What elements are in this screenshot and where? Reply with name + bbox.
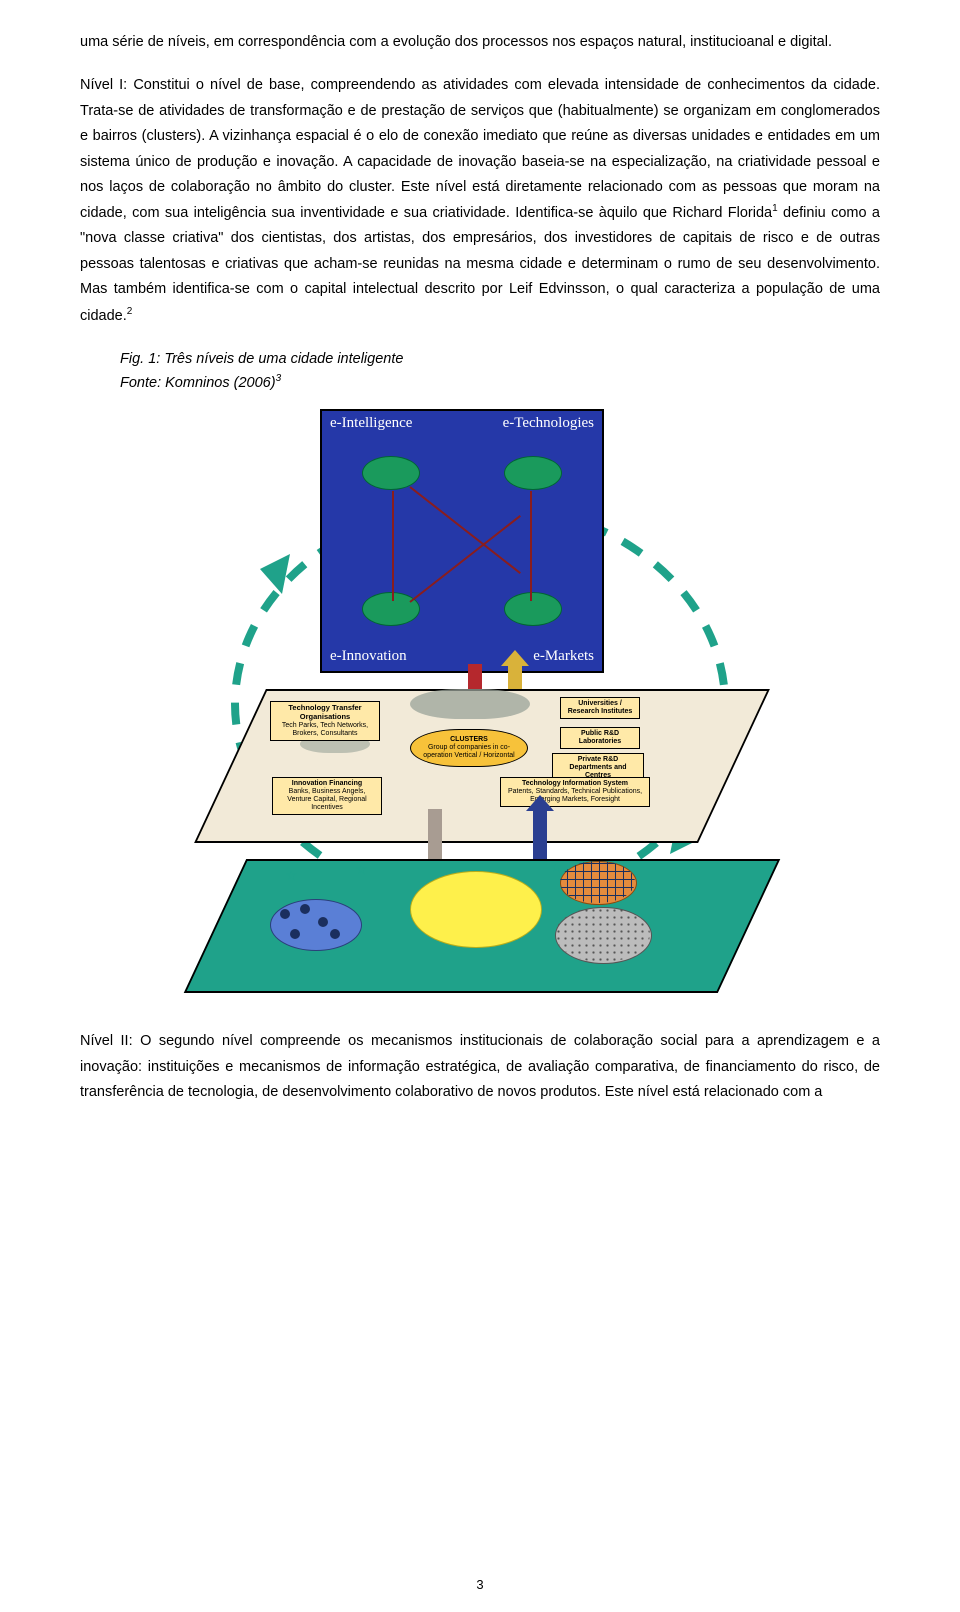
label-e-innovation: e-Innovation (330, 648, 407, 665)
box-title: Private R&D Departments and Centres (569, 756, 626, 779)
connector-line (530, 491, 532, 601)
box-body: Group of companies in co-operation Verti… (423, 744, 514, 759)
box-title: Innovation Financing (292, 780, 362, 787)
box-tech-info: Technology Information System Patents, S… (500, 777, 650, 807)
box-financing: Innovation Financing Banks, Business Ang… (272, 777, 382, 815)
figure-source: Fonte: Komninos (2006)3 (120, 373, 880, 391)
p2-part-b: definiu como a "nova classe criativa" do… (80, 205, 880, 323)
box-public-rd: Public R&D Laboratories (560, 727, 640, 749)
page-number: 3 (0, 1577, 960, 1592)
box-body: Banks, Business Angels, Venture Capital,… (287, 788, 366, 811)
node-icon (504, 592, 562, 626)
figure-source-text: Fonte: Komninos (2006) (120, 375, 276, 391)
footnote-ref-3: 3 (276, 373, 282, 384)
box-title: Public R&D Laboratories (579, 730, 621, 745)
box-title: Technology Information System (522, 780, 628, 787)
footnote-ref-2: 2 (127, 306, 133, 317)
dots-overlay-icon (555, 907, 650, 962)
node-icon (362, 592, 420, 626)
box-title: Technology Transfer Organisations (288, 703, 361, 721)
box-body: Tech Parks, Tech Networks, Brokers, Cons… (282, 722, 368, 737)
label-e-technologies: e-Technologies (503, 415, 594, 432)
figure-caption: Fig. 1: Três níveis de uma cidade inteli… (120, 347, 880, 372)
node-icon (362, 456, 420, 490)
box-tech-transfer: Technology Transfer Organisations Tech P… (270, 701, 380, 741)
hatch-overlay-icon (560, 861, 635, 903)
box-universities: Universities / Research Institutes (560, 697, 640, 719)
label-e-markets: e-Markets (533, 648, 594, 665)
star-icon: ☆ (355, 861, 368, 878)
paragraph-intro: uma série de níveis, em correspondência … (80, 30, 880, 55)
node-icon (504, 456, 562, 490)
top-plane-digital: e-Intelligence e-Technologies e-Innovati… (320, 409, 604, 673)
paragraph-nivel1: Nível I: Constitui o nível de base, comp… (80, 73, 880, 328)
cloud-icon (410, 689, 530, 719)
box-title: Universities / Research Institutes (568, 700, 633, 715)
p2-part-a: Nível I: Constitui o nível de base, comp… (80, 77, 880, 221)
connector-line (409, 486, 521, 574)
box-title: CLUSTERS (450, 736, 488, 743)
star-icon: ☆ (285, 867, 298, 884)
cluster-blue-icon (270, 899, 362, 951)
box-clusters-center: CLUSTERS Group of companies in co-operat… (410, 729, 528, 767)
star-icon: ☆ (550, 859, 563, 876)
figure-three-levels: e-Intelligence e-Technologies e-Innovati… (200, 409, 760, 989)
cluster-yellow-icon (410, 871, 542, 948)
label-e-intelligence: e-Intelligence (330, 415, 412, 432)
connector-line (392, 491, 394, 601)
paragraph-nivel2: Nível II: O segundo nível compreende os … (80, 1029, 880, 1105)
